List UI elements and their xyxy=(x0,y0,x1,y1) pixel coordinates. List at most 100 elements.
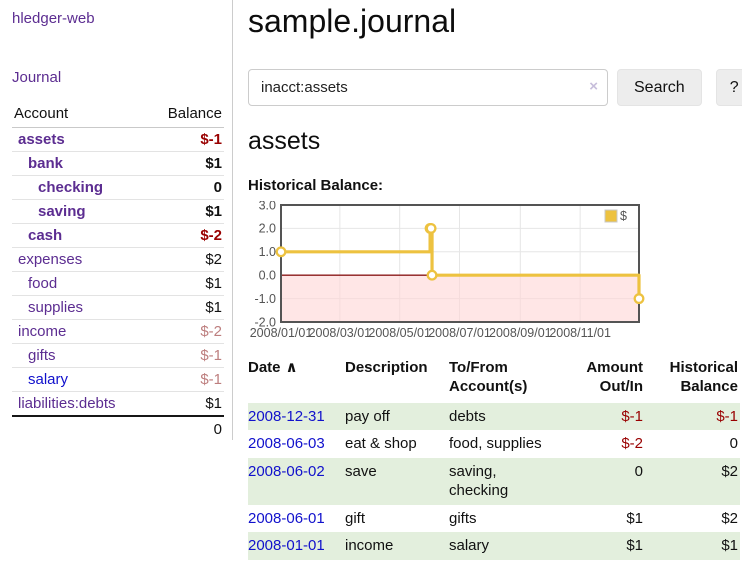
transaction-balance: $2 xyxy=(721,509,738,527)
help-button[interactable]: ? xyxy=(715,69,742,106)
account-link-saving[interactable]: saving xyxy=(38,203,86,220)
account-row-food: food $1 xyxy=(12,271,224,296)
data-point-marker xyxy=(633,293,645,305)
register-header-balance: Historical Balance xyxy=(669,359,738,395)
x-tick-label: 2008/09/01 xyxy=(489,326,552,340)
account-balance: $1 xyxy=(147,295,224,320)
transaction-balance: $2 xyxy=(645,457,740,505)
y-tick-label: 1.0 xyxy=(259,245,276,259)
register-header-row: Date ∧ Description To/From Account(s) Amo… xyxy=(248,357,740,403)
account-link-assets[interactable]: assets xyxy=(18,131,65,148)
account-balance: $-1 xyxy=(147,367,224,392)
chart-axis-labels: 3.0 2.0 1.0 0.0 -1.0 -2.02008/01/012008/03/01… xyxy=(250,201,611,340)
accounts-table: Account Balance assets $-1 bank $1 check… xyxy=(12,103,224,442)
register-row: 2008-12-31 pay off debts $-1 $-1 xyxy=(248,402,740,430)
legend-swatch-icon xyxy=(604,209,618,223)
transaction-description: income xyxy=(345,532,449,560)
transaction-date-link[interactable]: 2008-12-31 xyxy=(248,407,325,425)
account-row-assets: assets $-1 xyxy=(12,127,224,152)
data-point-marker xyxy=(425,222,437,234)
account-link-gifts[interactable]: gifts xyxy=(28,347,56,364)
transaction-description: save xyxy=(345,457,449,505)
x-tick-label: 2008/03/01 xyxy=(309,326,372,340)
chart-title: Historical Balance: xyxy=(248,177,384,194)
sort-ascending-icon: ∧ xyxy=(285,359,298,376)
account-link-income[interactable]: income xyxy=(18,323,67,340)
account-row-saving: saving $1 xyxy=(12,199,224,224)
accounts-header-row: Account Balance xyxy=(12,103,224,128)
y-tick-label: -2.0 xyxy=(254,315,276,329)
transaction-amount: $1 xyxy=(626,509,643,527)
transaction-date-link[interactable]: 2008-06-03 xyxy=(248,435,325,452)
transaction-accounts: gifts xyxy=(449,509,477,527)
account-row-liabilities-debts: liabilities:debts $1 xyxy=(12,391,224,417)
clear-search-icon[interactable]: × xyxy=(589,78,598,95)
account-link-supplies[interactable]: supplies xyxy=(28,299,84,316)
x-tick-label: 2008/01/01 xyxy=(250,326,313,340)
search-form: × Search ? xyxy=(248,69,742,106)
sidebar-item-journal[interactable]: Journal xyxy=(12,69,62,86)
transaction-amount: 0 xyxy=(559,457,645,505)
account-link-cash[interactable]: cash xyxy=(28,227,63,244)
register-header-amount: Amount Out/In xyxy=(586,359,643,395)
account-balance: $-2 xyxy=(147,319,224,344)
register-header-date[interactable]: Date ∧ xyxy=(248,359,298,376)
account-row-checking: checking 0 xyxy=(12,175,224,200)
negative-region xyxy=(282,275,638,321)
register-table: Date ∧ Description To/From Account(s) Amo… xyxy=(248,357,740,560)
transaction-balance: 0 xyxy=(729,435,738,452)
account-balance: $1 xyxy=(147,391,224,417)
register-row: 2008-06-02 save saving, checking 0 $2 xyxy=(248,457,740,505)
accounts-total-row: 0 xyxy=(12,415,224,442)
account-balance: $-1 xyxy=(147,343,224,368)
account-balance: $1 xyxy=(147,151,224,176)
x-tick-label: 2008/07/01 xyxy=(428,326,491,340)
x-tick-label: 2008/05/01 xyxy=(368,326,431,340)
y-tick-label: 3.0 xyxy=(259,201,276,212)
chart-plot-border xyxy=(280,204,640,323)
transaction-accounts: debts xyxy=(449,402,559,430)
account-row-expenses: expenses $2 xyxy=(12,247,224,272)
account-balance: $2 xyxy=(147,247,224,272)
brand-link[interactable]: hledger-web xyxy=(12,10,95,27)
account-balance: $1 xyxy=(147,199,224,224)
account-row-supplies: supplies $1 xyxy=(12,295,224,320)
y-tick-label: 2.0 xyxy=(259,222,276,236)
account-link-bank[interactable]: bank xyxy=(28,155,64,172)
transaction-date-link[interactable]: 2008-06-01 xyxy=(248,509,325,527)
account-link-food[interactable]: food xyxy=(28,275,58,292)
search-button[interactable]: Search xyxy=(617,69,702,106)
account-link-liabilities-debts[interactable]: liabilities:debts xyxy=(18,395,116,412)
main-panel: sample.journal × Search ? assets Histori… xyxy=(233,0,742,560)
y-tick-label: 0.0 xyxy=(259,269,276,283)
account-row-salary: salary $-1 xyxy=(12,367,224,392)
transaction-accounts: salary xyxy=(449,532,559,560)
account-link-checking[interactable]: checking xyxy=(38,179,104,196)
legend-label: $ xyxy=(620,209,627,223)
register-row: 2008-06-03 eat & shop food, supplies $-2… xyxy=(248,430,740,458)
account-link-expenses[interactable]: expenses xyxy=(18,251,83,268)
sidebar: hledger-web Journal Account Balance asse… xyxy=(0,0,233,442)
register-row: 2008-01-01 income salary $1 $1 xyxy=(248,532,740,560)
transaction-balance: $-1 xyxy=(645,402,740,430)
accounts-header-account: Account xyxy=(12,103,148,128)
transaction-date-link[interactable]: 2008-06-02 xyxy=(248,462,325,480)
accounts-header-balance: Balance xyxy=(147,103,224,128)
account-balance: $-2 xyxy=(147,223,224,248)
account-row-cash: cash $-2 xyxy=(12,223,224,248)
account-page-title: assets xyxy=(248,127,321,155)
transaction-date-link[interactable]: 2008-01-01 xyxy=(248,537,325,554)
transaction-amount: $-2 xyxy=(621,435,643,452)
account-row-bank: bank $1 xyxy=(12,151,224,176)
register-row: 2008-06-01 gift gifts $1 $2 xyxy=(248,505,740,533)
register-header-accounts: To/From Account(s) xyxy=(449,359,528,395)
transaction-amount: $1 xyxy=(559,532,645,560)
accounts-total-value: 0 xyxy=(147,415,224,442)
x-tick-label: 2008/11/01 xyxy=(549,326,611,340)
transaction-description: gift xyxy=(345,509,366,527)
data-point-marker xyxy=(275,246,287,258)
transaction-accounts: saving, checking xyxy=(449,457,559,505)
register-header-description: Description xyxy=(345,359,428,376)
search-input[interactable] xyxy=(248,69,608,106)
account-link-salary[interactable]: salary xyxy=(28,371,69,388)
